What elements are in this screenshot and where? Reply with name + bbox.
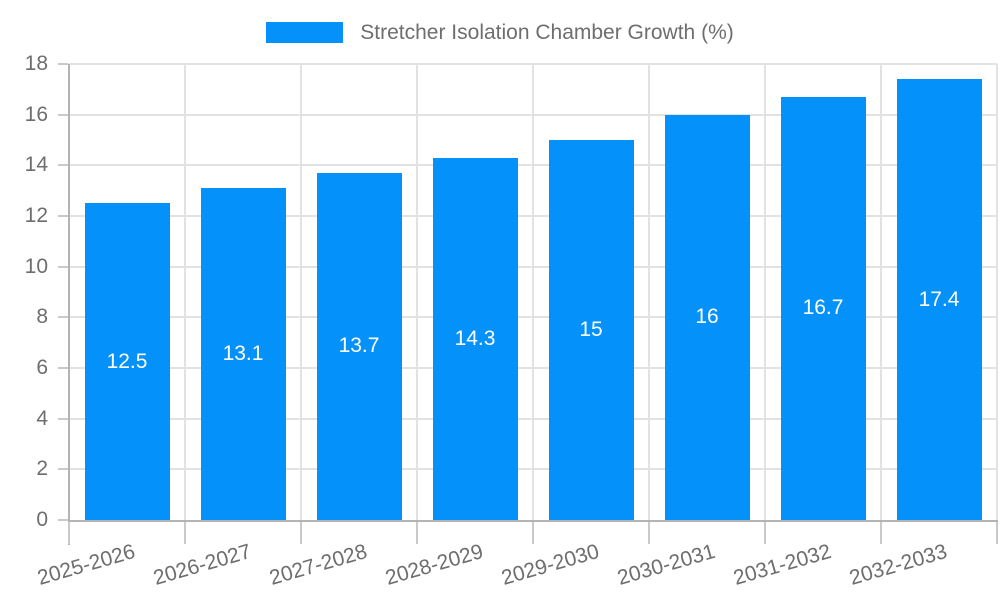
y-axis-line <box>68 64 70 545</box>
y-tick-label: 6 <box>36 356 48 379</box>
plot-area: 0 2 4 6 8 10 12 14 16 18 12.5 13.1 13.7 14.3 15 16 16.7 1… <box>25 52 998 590</box>
bar: 16 <box>664 114 750 520</box>
x-tick <box>648 522 650 544</box>
x-axis-line <box>68 520 998 522</box>
y-tick <box>58 215 68 217</box>
x-tick-label: 2031-2032 <box>730 540 834 590</box>
y-tick-label: 10 <box>24 254 48 278</box>
bar: 12.5 <box>84 203 170 520</box>
bar: 16.7 <box>780 96 866 520</box>
bar-value-label: 13.1 <box>222 342 264 366</box>
y-tick <box>58 265 68 268</box>
y-tick <box>58 519 68 521</box>
y-tick-label: 18 <box>24 52 48 75</box>
bar-value-label: 14.3 <box>454 326 496 350</box>
v-gridline <box>532 64 534 520</box>
v-gridline <box>648 64 650 520</box>
v-gridline <box>996 64 998 520</box>
bar-value-label: 16.7 <box>802 296 844 320</box>
y-tick-label: 2 <box>36 457 48 481</box>
x-tick <box>416 522 418 544</box>
y-tick <box>58 367 68 369</box>
x-tick <box>532 522 534 544</box>
x-tick-label: 2025-2026 <box>34 540 138 590</box>
x-tick-label: 2030-2031 <box>614 540 718 590</box>
bar-value-label: 12.5 <box>106 349 148 373</box>
y-tick-label: 16 <box>24 102 48 126</box>
bar-value-label: 17.4 <box>918 287 960 311</box>
bar: 13.7 <box>316 172 402 520</box>
bar: 13.1 <box>200 188 286 520</box>
y-tick <box>58 468 68 471</box>
bar-value-label: 13.7 <box>338 334 380 358</box>
y-tick-label: 0 <box>36 508 48 531</box>
y-tick-label: 12 <box>24 204 48 227</box>
bar: 15 <box>548 140 634 520</box>
y-tick <box>58 63 68 65</box>
y-tick-label: 8 <box>36 305 48 329</box>
x-tick <box>300 522 302 544</box>
v-gridline <box>300 64 302 520</box>
y-tick <box>58 113 68 116</box>
x-tick <box>764 522 766 544</box>
bar-value-label: 15 <box>579 318 603 341</box>
y-tick-label: 4 <box>36 406 48 430</box>
x-tick <box>184 522 186 544</box>
x-tick-label: 2032-2033 <box>846 540 950 590</box>
x-tick-label: 2026-2027 <box>150 540 254 590</box>
v-gridline <box>184 64 186 520</box>
v-gridline <box>416 64 418 520</box>
x-tick <box>68 522 70 544</box>
x-tick-label: 2029-2030 <box>498 540 602 590</box>
bar-value-label: 16 <box>695 305 719 329</box>
v-gridline <box>764 64 766 520</box>
legend-swatch <box>266 22 344 43</box>
v-gridline <box>880 64 882 520</box>
legend-label: Stretcher Isolation Chamber Growth (%) <box>360 21 734 44</box>
bar: 14.3 <box>432 157 518 520</box>
x-tick-label: 2027-2028 <box>266 540 370 590</box>
x-tick-label: 2028-2029 <box>382 540 486 590</box>
x-tick <box>996 522 998 544</box>
legend: Stretcher Isolation Chamber Growth (%) <box>0 22 1000 43</box>
y-tick <box>58 316 68 319</box>
bar: 17.4 <box>896 79 982 520</box>
y-tick <box>58 164 68 167</box>
y-tick <box>58 417 68 420</box>
x-tick <box>880 522 882 544</box>
y-tick-label: 14 <box>24 153 48 177</box>
